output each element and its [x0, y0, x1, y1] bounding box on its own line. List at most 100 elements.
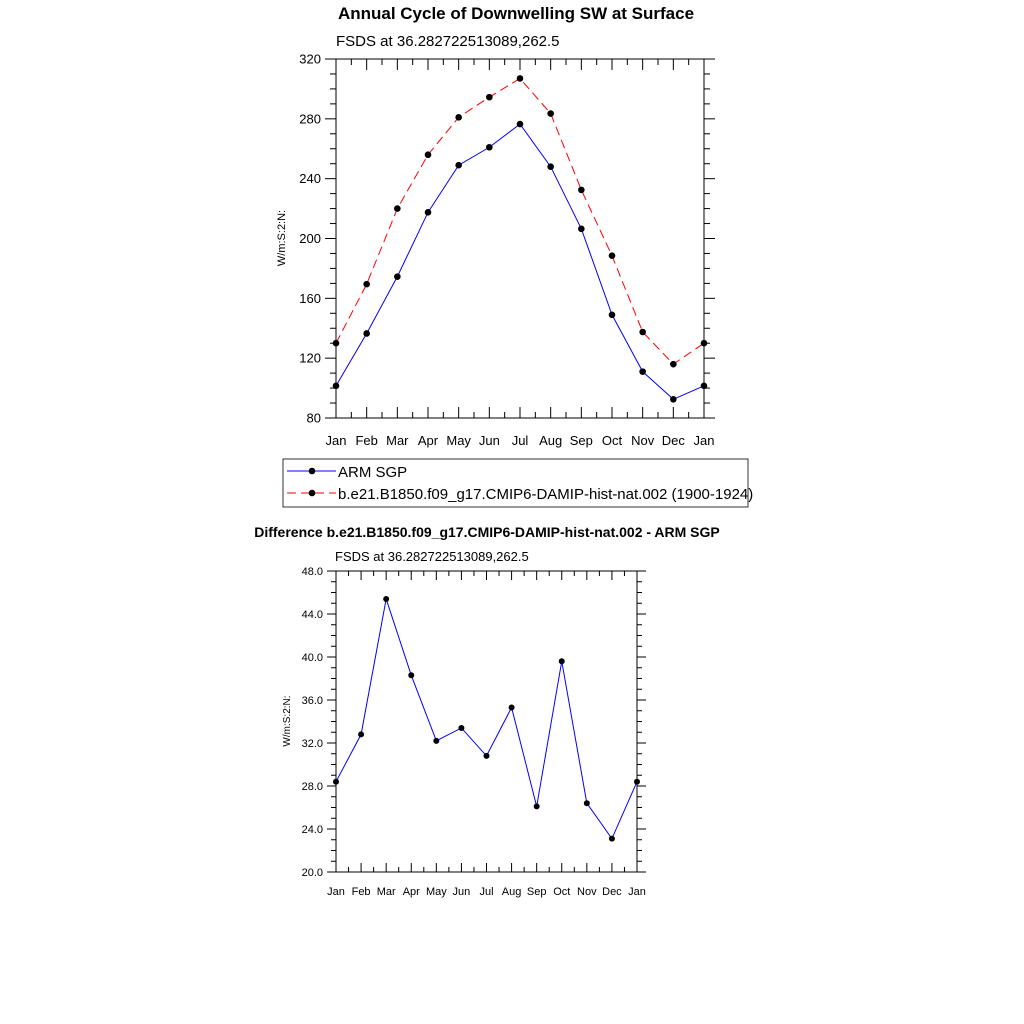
y-tick-label: 160	[299, 291, 321, 306]
y-tick-label: 240	[299, 171, 321, 186]
series-0-point	[486, 143, 493, 151]
x-tick-label: Dec	[602, 886, 622, 898]
y-tick-label: 40.0	[302, 652, 323, 664]
series-0-point	[558, 658, 565, 665]
chart2-ticks: Jan Feb Mar Apr May Jun Jul Aug Sep Oct Nov Dec Jan 2…	[302, 566, 646, 898]
chart1-series	[332, 75, 708, 403]
x-tick-label: Jan	[327, 886, 345, 898]
series-0-point	[634, 778, 640, 785]
series-1-point	[363, 280, 370, 288]
y-tick-label: 200	[299, 231, 321, 246]
series-0-point	[424, 209, 432, 216]
series-1-point	[394, 205, 401, 212]
difference-chart: Difference b.e21.B1850.f09_g17.CMIP6-DAM…	[254, 524, 720, 898]
series-line-0	[335, 598, 638, 840]
chart1-plot-frame	[335, 58, 705, 419]
chart1-legend: ARM SGP b.e21.B1850.f09_g17.CMIP6-DAMIP-…	[282, 458, 753, 508]
x-tick-label: Aug	[502, 886, 522, 898]
y-tick-label: 320	[299, 52, 321, 67]
chart2-plot-frame	[335, 570, 638, 873]
series-1-point	[332, 339, 340, 347]
y-tick-label: 32.0	[302, 738, 323, 750]
x-tick-label: May	[426, 886, 447, 898]
x-tick-label: Jan	[694, 433, 715, 448]
series-1-point	[486, 93, 493, 101]
chart2-y-axis-label: W/m:S:2:N:	[282, 695, 293, 746]
series-1-point	[547, 110, 554, 117]
series-0-point	[332, 382, 340, 390]
series-0-point	[578, 225, 585, 233]
x-tick-label: Nov	[577, 886, 597, 898]
series-1-point	[455, 114, 462, 121]
series-1-point	[424, 151, 432, 159]
x-tick-label: Jun	[453, 886, 471, 898]
chart1-ticks: Jan Feb Mar Apr May Jun Jul Aug Sep Oct Nov Dec Jan 8…	[299, 52, 715, 448]
series-0-point	[670, 396, 677, 403]
x-tick-label: Jan	[326, 433, 347, 448]
chart1-subtitle: FSDS at 36.282722513089,262.5	[336, 33, 560, 50]
legend-marker-arm	[308, 467, 316, 475]
series-0-point	[516, 120, 524, 128]
series-0-point	[433, 737, 440, 744]
chart2-series	[333, 595, 640, 842]
series-0-point	[639, 368, 646, 375]
x-tick-label: Dec	[662, 433, 686, 448]
series-0-point	[358, 731, 365, 738]
series-1-point	[578, 186, 585, 194]
series-0-point	[483, 752, 490, 759]
series-0-point	[408, 672, 415, 679]
x-tick-label: Apr	[418, 433, 439, 448]
x-tick-label: Oct	[553, 886, 570, 898]
series-0-point	[608, 311, 616, 319]
y-tick-label: 80	[307, 411, 321, 426]
y-tick-label: 48.0	[302, 566, 323, 578]
series-1-point	[516, 75, 524, 82]
series-0-point	[333, 778, 339, 785]
series-0-point	[394, 273, 401, 280]
x-tick-label: Jul	[479, 886, 493, 898]
series-1-point	[670, 360, 677, 368]
y-tick-label: 28.0	[302, 781, 323, 793]
series-0-point	[508, 704, 515, 711]
series-1-point	[639, 328, 646, 336]
x-tick-label: Sep	[527, 886, 547, 898]
x-tick-label: Oct	[602, 433, 623, 448]
series-0-point	[383, 595, 390, 602]
series-0-point	[700, 382, 708, 390]
y-tick-label: 36.0	[302, 695, 323, 707]
x-tick-label: Mar	[377, 886, 396, 898]
legend-label-arm: ARM SGP	[338, 464, 407, 481]
series-line-0	[335, 123, 705, 400]
x-tick-label: Jan	[628, 886, 646, 898]
y-tick-label: 20.0	[302, 867, 323, 879]
series-0-point	[547, 163, 554, 170]
series-0-point	[533, 803, 540, 810]
x-tick-label: Feb	[355, 433, 377, 448]
annual-cycle-chart: Annual Cycle of Downwelling SW at Surfac…	[276, 4, 715, 448]
x-tick-label: Mar	[386, 433, 409, 448]
chart2-subtitle: FSDS at 36.282722513089,262.5	[335, 549, 529, 564]
legend-box	[282, 458, 749, 508]
series-1-point	[700, 339, 708, 347]
y-tick-label: 120	[299, 351, 321, 366]
x-tick-label: Apr	[403, 886, 420, 898]
x-tick-label: Nov	[631, 433, 655, 448]
y-tick-label: 280	[299, 111, 321, 126]
y-tick-label: 44.0	[302, 609, 323, 621]
y-tick-label: 24.0	[302, 824, 323, 836]
x-tick-label: Sep	[570, 433, 593, 448]
legend-marker-model	[308, 489, 316, 497]
series-1-point	[608, 252, 616, 260]
legend-label-model: b.e21.B1850.f09_g17.CMIP6-DAMIP-hist-nat…	[338, 486, 753, 503]
series-0-point	[583, 800, 590, 807]
chart1-title: Annual Cycle of Downwelling SW at Surfac…	[338, 4, 694, 23]
series-0-point	[458, 724, 465, 731]
series-0-point	[608, 835, 615, 842]
chart1-y-axis-label: W/m:S:2:N:	[276, 210, 288, 266]
x-tick-label: Jul	[512, 433, 529, 448]
series-0-point	[363, 330, 370, 337]
x-tick-label: May	[446, 433, 471, 448]
x-tick-label: Jun	[479, 433, 500, 448]
x-tick-label: Feb	[352, 886, 371, 898]
